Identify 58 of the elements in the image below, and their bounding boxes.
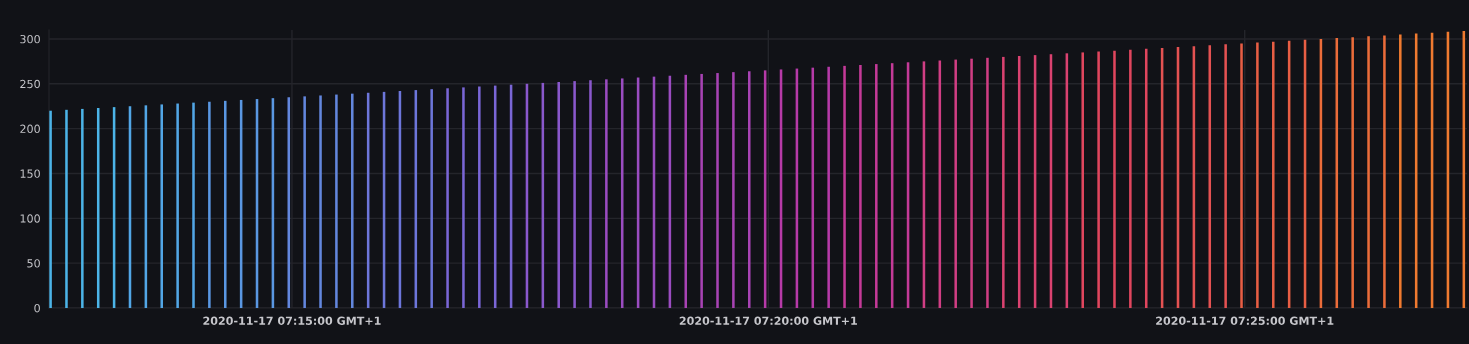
bar <box>1144 48 1148 308</box>
bar <box>954 59 957 308</box>
y-tick-label: 100 <box>20 214 40 223</box>
bar <box>700 73 703 308</box>
bar <box>49 110 52 308</box>
bar <box>875 64 878 308</box>
y-tick-label: 150 <box>20 169 40 178</box>
bar <box>478 86 481 308</box>
bar <box>827 66 830 308</box>
bar <box>1208 45 1212 308</box>
bar <box>1399 34 1402 308</box>
bar <box>620 78 624 308</box>
y-tick-label: 300 <box>20 34 40 44</box>
bar <box>319 95 322 308</box>
y-tick-label: 0 <box>34 303 40 313</box>
bar <box>716 73 719 308</box>
bar <box>462 87 465 308</box>
bar <box>1367 36 1370 308</box>
bar <box>430 89 433 308</box>
bar <box>748 71 751 308</box>
bar <box>1002 56 1005 308</box>
bar <box>843 65 846 308</box>
bar <box>208 101 211 308</box>
y-tick-label: 250 <box>20 79 40 89</box>
bar <box>557 82 560 308</box>
bar <box>1256 42 1259 308</box>
bar <box>223 100 227 308</box>
bar <box>1351 37 1354 308</box>
bar <box>176 103 179 308</box>
bar <box>1081 52 1084 308</box>
bar <box>446 88 449 308</box>
bar <box>303 96 306 308</box>
y-tick-label: 50 <box>27 259 40 268</box>
bar <box>65 109 68 308</box>
bar <box>1383 35 1386 308</box>
bar <box>589 80 592 308</box>
bar <box>970 58 973 308</box>
bar <box>859 64 862 308</box>
bar <box>81 108 84 308</box>
bar <box>1240 43 1243 308</box>
bar <box>351 93 354 308</box>
bar <box>605 79 608 308</box>
bar <box>1272 41 1275 308</box>
x-tick-label: 2020-11-17 07:20:00 GMT+1 <box>679 316 857 325</box>
x-tick-label: 2020-11-17 07:15:00 GMT+1 <box>203 316 381 325</box>
bar <box>684 74 688 308</box>
bar <box>1113 50 1116 308</box>
x-tick-label: 2020-11-17 07:25:00 GMT+1 <box>1156 316 1334 325</box>
bar <box>160 104 164 308</box>
bar <box>1224 44 1227 308</box>
bar <box>192 102 195 308</box>
bar <box>1129 49 1132 308</box>
bar <box>732 72 735 308</box>
y-tick-label: 200 <box>20 124 40 134</box>
bar <box>573 81 576 308</box>
bar <box>1097 51 1100 308</box>
bar <box>335 94 338 308</box>
bar <box>986 57 989 308</box>
